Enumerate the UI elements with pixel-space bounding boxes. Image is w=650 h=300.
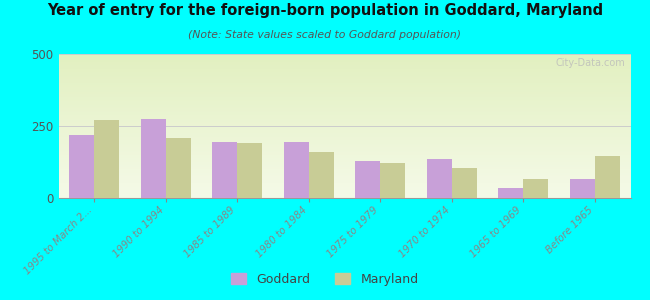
Bar [380, 164, 406, 198]
Bar [523, 179, 548, 198]
Bar [284, 142, 309, 198]
Bar [69, 135, 94, 198]
Bar [140, 119, 166, 198]
Bar [355, 160, 380, 198]
Bar [595, 156, 620, 198]
Bar [499, 188, 523, 198]
Bar [237, 143, 262, 198]
Bar [212, 142, 237, 198]
Text: Year of entry for the foreign-born population in Goddard, Maryland: Year of entry for the foreign-born popul… [47, 3, 603, 18]
Bar [309, 152, 334, 198]
Bar [452, 168, 476, 198]
Bar [427, 159, 452, 198]
Text: (Note: State values scaled to Goddard population): (Note: State values scaled to Goddard po… [188, 30, 462, 40]
Bar [94, 120, 120, 198]
Legend: Goddard, Maryland: Goddard, Maryland [226, 268, 424, 291]
Bar [569, 179, 595, 198]
Bar [166, 137, 191, 198]
Text: City-Data.com: City-Data.com [555, 58, 625, 68]
